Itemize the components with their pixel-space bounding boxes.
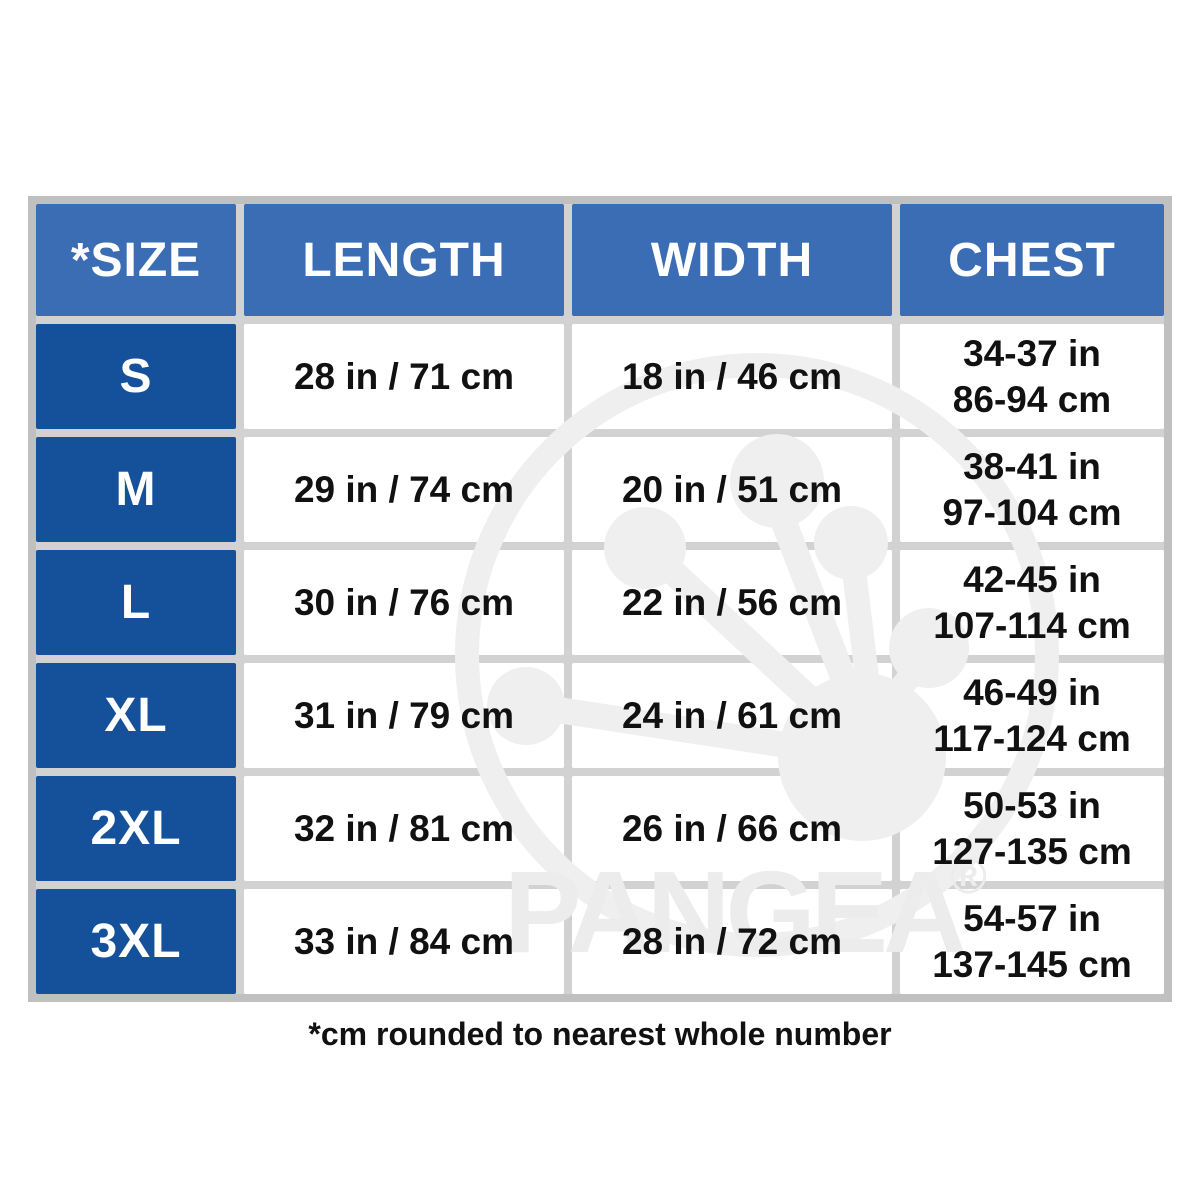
cell-s-length: 28 in / 71 cm [244, 324, 564, 429]
row-label-m: M [36, 437, 236, 542]
chest-centimeters: 137-145 cm [932, 943, 1132, 985]
cell-l-chest: 42-45 in 107-114 cm [900, 550, 1164, 655]
chest-centimeters: 97-104 cm [942, 491, 1122, 533]
chest-centimeters: 107-114 cm [933, 604, 1131, 646]
cell-l-width: 22 in / 56 cm [572, 550, 892, 655]
cell-m-width: 20 in / 51 cm [572, 437, 892, 542]
cell-text: 30 in / 76 cm [293, 581, 515, 623]
chest-inches: 54-57 in [963, 897, 1101, 939]
chest-centimeters: 127-135 cm [932, 830, 1132, 872]
cell-text: 29 in / 74 cm [293, 468, 515, 510]
cell-text: 33 in / 84 cm [293, 920, 515, 962]
chest-centimeters: 86-94 cm [952, 378, 1112, 420]
cell-text: 20 in / 51 cm [621, 468, 843, 510]
cell-l-length: 30 in / 76 cm [244, 550, 564, 655]
cell-s-width: 18 in / 46 cm [572, 324, 892, 429]
row-label-s: S [36, 324, 236, 429]
row-label-xl: XL [36, 663, 236, 768]
cm-rounding-footnote: *cm rounded to nearest whole number [308, 1016, 892, 1052]
chest-inches: 50-53 in [963, 784, 1101, 826]
cell-text: 22 in / 56 cm [621, 581, 843, 623]
cell-m-chest: 38-41 in 97-104 cm [900, 437, 1164, 542]
cell-text: 28 in / 72 cm [621, 920, 843, 962]
cell-xl-width: 24 in / 61 cm [572, 663, 892, 768]
cell-m-length: 29 in / 74 cm [244, 437, 564, 542]
header-cell-length: LENGTH [244, 204, 564, 316]
row-label-l: L [36, 550, 236, 655]
chest-inches: 46-49 in [963, 671, 1101, 713]
row-label-2xl: 2XL [36, 776, 236, 881]
cell-text: 24 in / 61 cm [621, 694, 843, 736]
cell-3xl-length: 33 in / 84 cm [244, 889, 564, 994]
size-chart-table: *SIZE LENGTH WIDTH CHEST S 28 in / 71 cm… [28, 196, 1172, 1002]
cell-3xl-width: 28 in / 72 cm [572, 889, 892, 994]
row-label-3xl: 3XL [36, 889, 236, 994]
header-cell-width: WIDTH [572, 204, 892, 316]
chest-centimeters: 117-124 cm [933, 717, 1131, 759]
chest-inches: 34-37 in [963, 332, 1101, 374]
cell-2xl-length: 32 in / 81 cm [244, 776, 564, 881]
header-cell-size: *SIZE [36, 204, 236, 316]
chest-inches: 42-45 in [963, 558, 1101, 600]
cell-text: 18 in / 46 cm [621, 355, 843, 397]
cell-s-chest: 34-37 in 86-94 cm [900, 324, 1164, 429]
cell-2xl-chest: 50-53 in 127-135 cm [900, 776, 1164, 881]
chest-inches: 38-41 in [963, 445, 1101, 487]
header-cell-chest: CHEST [900, 204, 1164, 316]
cell-3xl-chest: 54-57 in 137-145 cm [900, 889, 1164, 994]
cell-xl-length: 31 in / 79 cm [244, 663, 564, 768]
cell-xl-chest: 46-49 in 117-124 cm [900, 663, 1164, 768]
cell-text: 31 in / 79 cm [293, 694, 515, 736]
cell-2xl-width: 26 in / 66 cm [572, 776, 892, 881]
cell-text: 26 in / 66 cm [621, 807, 843, 849]
cell-text: 28 in / 71 cm [293, 355, 515, 397]
cell-text: 32 in / 81 cm [293, 807, 515, 849]
